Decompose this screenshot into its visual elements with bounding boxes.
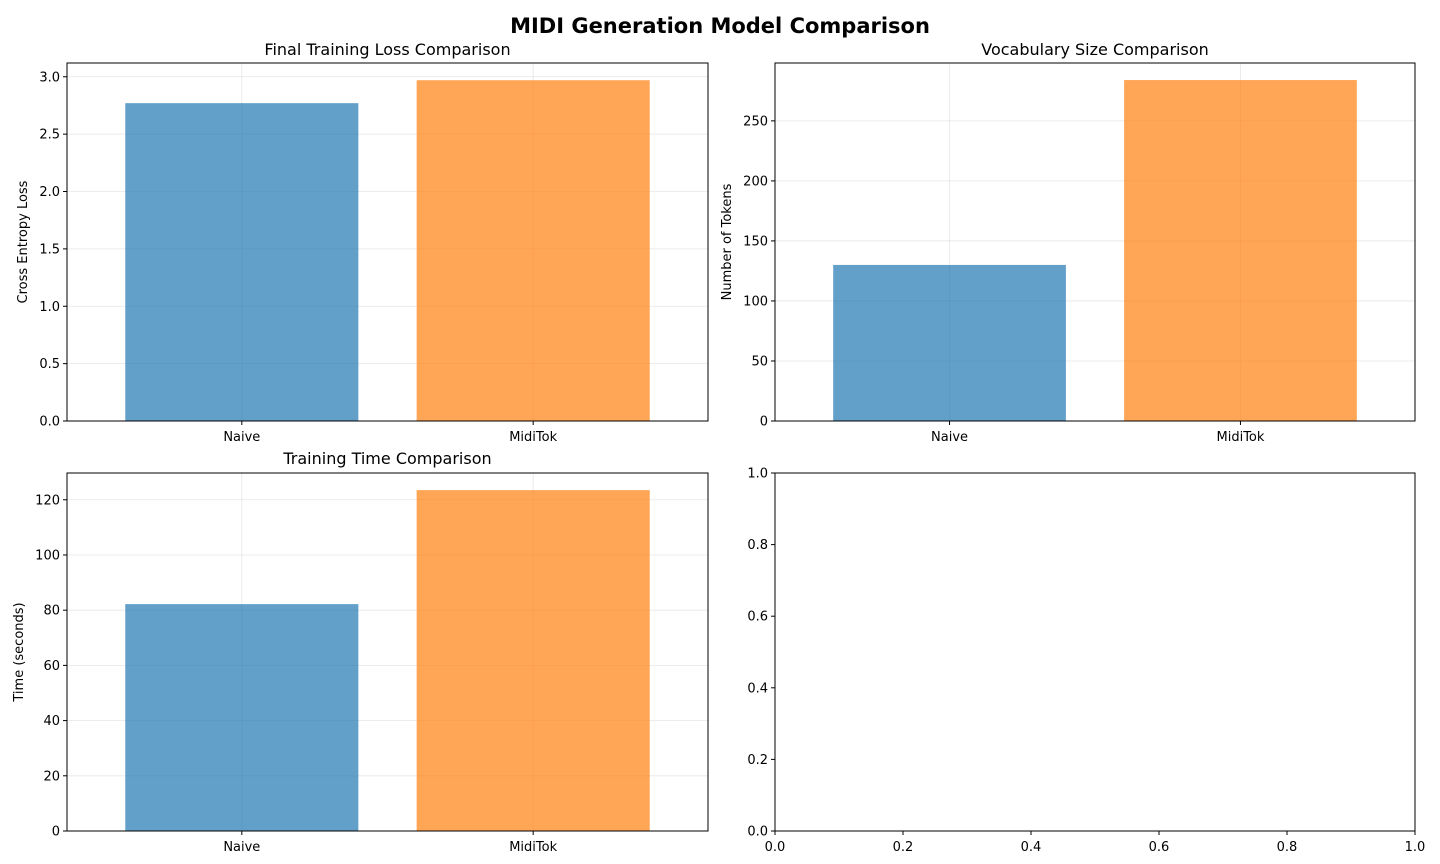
y-tick-label: 0.2 xyxy=(747,753,768,768)
axes: 0 50 100 150 200 250 Naive MidiTok xyxy=(743,62,1416,445)
bar-miditok xyxy=(416,490,650,831)
y-tick-label: 0 xyxy=(760,415,768,430)
bar-naive xyxy=(125,604,359,831)
y-axis-label: Number of Tokens xyxy=(720,183,735,300)
axes-frame xyxy=(774,62,1416,422)
y-tick-label: 250 xyxy=(743,114,768,129)
x-tick-label: 1.0 xyxy=(1405,840,1426,855)
bar-naive xyxy=(125,103,359,422)
subplot-empty: 0.0 0.2 0.4 0.6 0.8 1.0 0.0 0.2 0.4 0.6 0.8 1.0 xyxy=(747,467,1425,856)
y-tick-label: 50 xyxy=(751,354,768,369)
bar-miditok xyxy=(1124,80,1357,422)
y-axis-label: Time (seconds) xyxy=(12,602,27,702)
y-tick-label: 1.0 xyxy=(39,300,60,315)
bars xyxy=(833,80,1357,422)
x-tick-label: MidiTok xyxy=(509,430,557,445)
y-tick-label: 100 xyxy=(35,548,60,563)
subplot-training-time: Training Time Comparison Time (seconds) … xyxy=(12,449,709,855)
y-axis-label: Cross Entropy Loss xyxy=(16,180,31,303)
y-tick-label: 40 xyxy=(43,714,60,729)
x-tick-label: 0.6 xyxy=(1149,840,1170,855)
y-tick-label: 2.0 xyxy=(39,185,60,200)
y-tick-label: 0.0 xyxy=(39,415,60,430)
x-tick-label: 0.0 xyxy=(765,840,786,855)
y-tick-label: 120 xyxy=(35,493,60,508)
x-tick-label: Naive xyxy=(223,840,260,855)
x-tick-label: 0.2 xyxy=(893,840,914,855)
bars xyxy=(125,490,650,831)
y-tick-label: 3.0 xyxy=(39,70,60,85)
axes: 0 20 40 60 80 100 120 Naive MidiTok xyxy=(35,472,709,855)
axes-frame xyxy=(66,62,709,422)
bar-miditok xyxy=(416,80,650,421)
y-tick-label: 20 xyxy=(43,769,60,784)
axes: 0.0 0.2 0.4 0.6 0.8 1.0 0.0 0.2 0.4 0.6 0.8 1.0 xyxy=(747,467,1425,856)
bars xyxy=(125,80,650,422)
axes: 0.0 0.5 1.0 1.5 2.0 2.5 3.0 Naive MidiTok xyxy=(39,62,709,445)
subplot-training-loss: Final Training Loss Comparison Cross Ent… xyxy=(16,40,709,445)
subplot-vocabulary-size: Vocabulary Size Comparison Number of Tok… xyxy=(720,40,1416,445)
subplot-title: Training Time Comparison xyxy=(282,449,491,468)
y-tick-label: 0 xyxy=(52,825,60,840)
y-tick-label: 1.0 xyxy=(747,467,768,482)
subplot-title: Vocabulary Size Comparison xyxy=(981,40,1209,59)
axes-frame xyxy=(66,472,709,832)
subplot-title: Final Training Loss Comparison xyxy=(264,40,510,59)
y-tick-label: 2.5 xyxy=(39,128,60,143)
y-tick-label: 80 xyxy=(43,604,60,619)
x-tick-label: 0.8 xyxy=(1277,840,1298,855)
axes-frame xyxy=(774,472,1416,832)
y-tick-label: 0.4 xyxy=(747,681,768,696)
y-tick-label: 60 xyxy=(43,659,60,674)
y-tick-label: 1.5 xyxy=(39,242,60,257)
y-tick-label: 0.6 xyxy=(747,610,768,625)
y-tick-label: 0.8 xyxy=(747,538,768,553)
x-tick-label: MidiTok xyxy=(1217,430,1265,445)
y-tick-label: 100 xyxy=(743,294,768,309)
y-tick-label: 0.5 xyxy=(39,357,60,372)
x-tick-label: Naive xyxy=(223,430,260,445)
y-tick-label: 0.0 xyxy=(747,825,768,840)
y-tick-label: 200 xyxy=(743,174,768,189)
figure-title: MIDI Generation Model Comparison xyxy=(510,14,930,38)
x-tick-label: MidiTok xyxy=(509,840,557,855)
bar-naive xyxy=(833,264,1066,421)
x-tick-label: 0.4 xyxy=(1021,840,1042,855)
y-tick-label: 150 xyxy=(743,234,768,249)
x-tick-label: Naive xyxy=(931,430,968,445)
